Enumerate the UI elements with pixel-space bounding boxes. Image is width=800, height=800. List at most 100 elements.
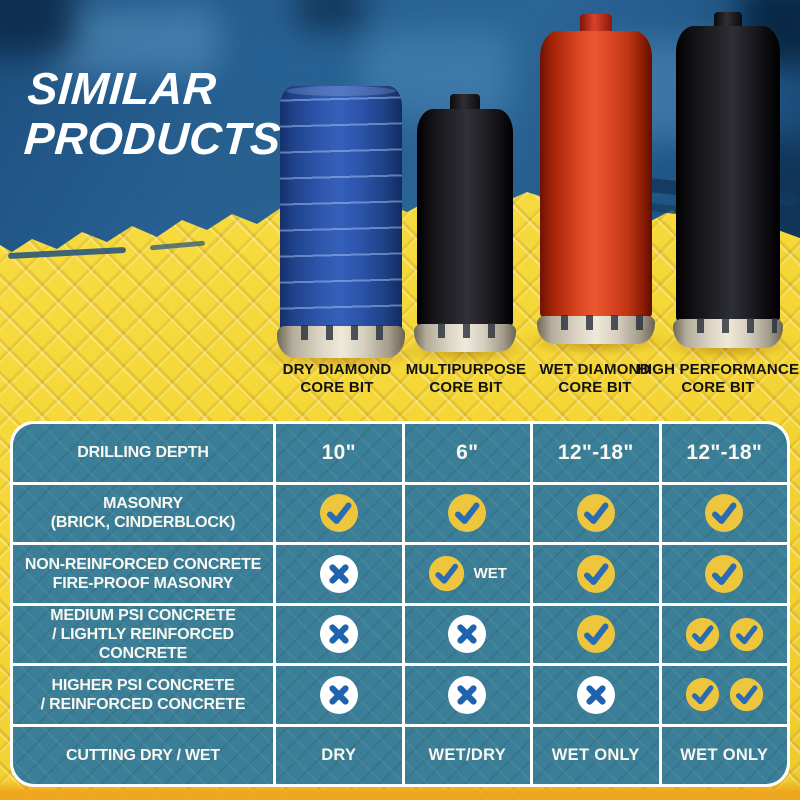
spec-cell-r3c0 xyxy=(276,605,402,663)
double-check xyxy=(685,677,764,712)
core-bit-teeth xyxy=(277,325,405,358)
spec-cell-r0c1: 6" xyxy=(404,424,530,482)
cell-text: 10" xyxy=(321,440,356,464)
check-icon xyxy=(729,677,764,712)
wet-label: WET xyxy=(473,565,507,583)
core-bit-body xyxy=(540,31,652,318)
core-bit-image-high-performance xyxy=(659,12,797,360)
spec-cell-r0c2: 12"-18" xyxy=(533,424,659,482)
spec-cell-r4c2 xyxy=(533,666,659,724)
title-line-2: PRODUCTS xyxy=(22,113,283,164)
row-label-text: (BRICK, CINDERBLOCK) xyxy=(50,514,236,532)
cross-icon xyxy=(447,614,487,654)
core-bit-shank xyxy=(580,14,612,34)
row-label-text: / LIGHTLY REINFORCED CONCRETE xyxy=(52,625,234,662)
check-icon xyxy=(685,677,720,712)
core-bit-body xyxy=(417,109,513,327)
cross-icon xyxy=(576,675,616,715)
background-patch xyxy=(295,0,365,30)
core-bit-shank xyxy=(714,12,742,29)
product-label-line1: HIGH PERFORMANCE xyxy=(636,361,800,378)
cell-text: WET/DRY xyxy=(428,745,507,764)
row-label-text: DRILLING DEPTH xyxy=(77,444,209,462)
spec-cell-r4c0 xyxy=(276,666,402,724)
spec-cell-r4c1 xyxy=(404,666,530,724)
product-label-multipurpose: MULTIPURPOSE CORE BIT xyxy=(381,361,551,397)
row-label: CUTTING DRY / WET xyxy=(13,726,273,784)
core-bit-image-wet-diamond xyxy=(522,14,670,356)
check-icon xyxy=(447,493,487,533)
row-label-text: FIRE-PROOF MASONRY xyxy=(52,574,234,592)
cell-text: 6" xyxy=(456,440,479,464)
cell-text: WET ONLY xyxy=(680,745,769,764)
check-icon xyxy=(319,493,359,533)
row-label-text: MASONRY xyxy=(103,495,183,513)
core-bit-body xyxy=(676,26,780,322)
spec-cell-r1c0 xyxy=(276,484,402,542)
spec-cell-r1c2 xyxy=(533,484,659,542)
spec-cell-r1c1 xyxy=(404,484,530,542)
spec-cell-r5c2: WET ONLY xyxy=(533,726,659,784)
row-label-text: MEDIUM PSI CONCRETE xyxy=(50,606,236,624)
cross-icon xyxy=(319,614,359,654)
cross-icon xyxy=(319,675,359,715)
spec-cell-r2c1: WET xyxy=(404,545,530,603)
check-icon xyxy=(576,554,616,594)
product-label-line2: CORE BIT xyxy=(300,379,374,396)
spec-cell-r5c3: WET ONLY xyxy=(661,726,787,784)
row-label-text: NON-REINFORCED CONCRETE xyxy=(24,555,262,573)
cross-icon xyxy=(447,675,487,715)
product-label-dry-diamond: DRY DIAMOND CORE BIT xyxy=(252,361,422,397)
row-label: NON-REINFORCED CONCRETE FIRE-PROOF MASONR… xyxy=(13,545,273,603)
product-label-high-performance: HIGH PERFORMANCE CORE BIT xyxy=(633,361,800,397)
cross-icon xyxy=(319,554,359,594)
core-bit-teeth xyxy=(673,318,783,348)
blue-backdrop xyxy=(0,0,800,252)
core-bit-teeth xyxy=(414,323,516,352)
row-label: MASONRY (BRICK, CINDERBLOCK) xyxy=(13,484,273,542)
spec-cell-r0c0: 10" xyxy=(276,424,402,482)
product-label-wet-diamond: WET DIAMOND CORE BIT xyxy=(510,361,680,397)
core-bit-shank xyxy=(450,94,480,112)
spec-cell-r2c3 xyxy=(661,545,787,603)
check-icon xyxy=(576,614,616,654)
spec-cell-r5c0: DRY xyxy=(276,726,402,784)
spec-table: DRILLING DEPTH 10" 6" 12"-18" 12"-18" MASONRY… xyxy=(10,421,790,787)
page-title: SIMILAR PRODUCTS xyxy=(22,63,287,164)
product-label-line1: DRY DIAMOND xyxy=(282,361,392,378)
spec-cell-r1c3 xyxy=(661,484,787,542)
check-icon xyxy=(428,555,465,592)
core-bit-image-multipurpose xyxy=(401,94,529,364)
row-label: MEDIUM PSI CONCRETE / LIGHTLY REINFORCED … xyxy=(13,605,273,663)
row-label-text: CUTTING DRY / WET xyxy=(66,746,220,764)
cell-text: DRY xyxy=(321,745,357,764)
core-bit-image-dry-diamond xyxy=(260,86,422,370)
spec-cell-r5c1: WET/DRY xyxy=(404,726,530,784)
check-icon xyxy=(576,493,616,533)
core-bit-body xyxy=(280,86,402,332)
check-icon xyxy=(729,617,764,652)
spec-cell-r2c0 xyxy=(276,545,402,603)
cell-text: 12"-18" xyxy=(557,440,634,464)
title-line-1: SIMILAR xyxy=(26,63,219,114)
check-with-text: WET xyxy=(428,555,507,592)
check-icon xyxy=(685,617,720,652)
product-label-line2: CORE BIT xyxy=(558,379,632,396)
spec-cell-r2c2 xyxy=(533,545,659,603)
row-label: DRILLING DEPTH xyxy=(13,424,273,482)
spec-cell-r4c3 xyxy=(661,666,787,724)
double-check xyxy=(685,617,764,652)
background-patch xyxy=(50,6,220,76)
spec-cell-r0c3: 12"-18" xyxy=(661,424,787,482)
core-bit-teeth xyxy=(537,315,655,344)
cell-text: WET ONLY xyxy=(551,745,640,764)
check-icon xyxy=(704,554,744,594)
row-label-text: HIGHER PSI CONCRETE xyxy=(51,676,235,694)
check-icon xyxy=(704,493,744,533)
background-patch xyxy=(0,0,75,55)
row-label-text: / REINFORCED CONCRETE xyxy=(40,695,246,713)
spec-cell-r3c2 xyxy=(533,605,659,663)
spec-cell-r3c1 xyxy=(404,605,530,663)
row-label: HIGHER PSI CONCRETE / REINFORCED CONCRETE xyxy=(13,666,273,724)
